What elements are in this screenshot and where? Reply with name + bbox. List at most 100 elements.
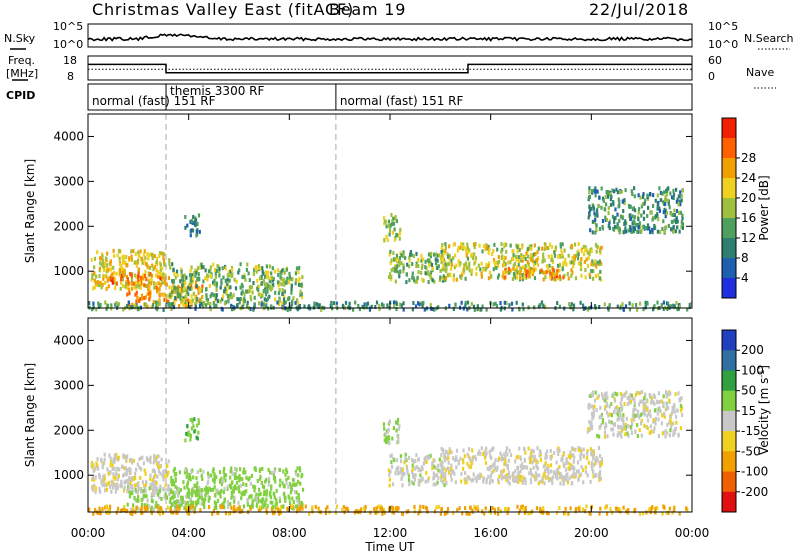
scatter-cell	[277, 507, 280, 512]
scatter-cell	[495, 266, 498, 270]
scatter-cell	[373, 507, 376, 511]
scatter-cell	[205, 293, 208, 298]
scatter-cell	[186, 298, 189, 303]
scatter-cell	[288, 501, 292, 505]
scatter-cell	[521, 245, 524, 250]
scatter-cell	[521, 504, 524, 509]
scatter-cell	[656, 300, 659, 305]
scatter-cell	[113, 457, 116, 462]
scatter-cell	[100, 256, 103, 261]
scatter-cell	[183, 273, 186, 278]
scatter-cell	[480, 271, 483, 276]
scatter-cell	[190, 501, 193, 506]
scatter-cell	[652, 204, 655, 208]
scatter-cell	[134, 487, 137, 492]
scatter-cell	[614, 216, 617, 220]
scatter-cell	[630, 393, 633, 398]
scatter-cell	[673, 410, 676, 414]
scatter-cell	[555, 472, 558, 477]
scatter-cell	[242, 492, 245, 497]
cpid-segment-label: normal (fast) 151 RF	[340, 94, 464, 108]
scatter-cell	[299, 292, 302, 297]
scatter-cell	[392, 267, 395, 271]
scatter-cell	[606, 434, 609, 439]
scatter-cell	[612, 432, 615, 437]
scatter-cell	[382, 303, 385, 308]
scatter-cell	[622, 209, 625, 213]
scatter-cell	[591, 219, 594, 224]
scatter-cell	[227, 270, 230, 275]
scatter-cell	[676, 197, 679, 202]
scatter-cell	[129, 485, 133, 490]
scatter-cell	[473, 261, 476, 266]
scatter-cell	[656, 229, 659, 234]
scatter-cell	[592, 269, 595, 274]
scatter-cell	[554, 277, 557, 282]
scatter-cell	[670, 411, 673, 416]
scatter-cell	[106, 278, 109, 283]
scatter-cell	[184, 299, 187, 304]
scatter-cell	[470, 461, 473, 465]
scatter-cell	[454, 302, 457, 307]
scatter-cell	[615, 225, 619, 230]
scatter-cell	[412, 254, 415, 259]
scatter-cell	[479, 267, 482, 272]
scatter-cell	[540, 246, 544, 251]
scatter-cell	[162, 293, 165, 298]
scatter-cell	[450, 466, 453, 471]
scatter-cell	[102, 474, 105, 479]
scatter-cell	[189, 437, 192, 442]
scatter-cell	[588, 194, 591, 199]
scatter-cell	[102, 258, 105, 263]
scatter-cell	[199, 297, 202, 302]
scatter-cell	[604, 215, 607, 220]
scatter-cell	[264, 274, 267, 279]
scatter-cell	[646, 226, 649, 231]
scatter-cell	[619, 425, 623, 430]
scatter-cell	[200, 262, 203, 267]
scatter-cell	[521, 273, 524, 278]
scatter-cell	[225, 282, 228, 287]
scatter-cell	[191, 488, 194, 493]
scatter-cell	[639, 224, 642, 229]
scatter-cell	[274, 297, 277, 302]
scatter-cell	[630, 418, 633, 423]
scatter-cell	[210, 488, 213, 492]
scatter-cell	[465, 249, 468, 254]
scatter-cell	[681, 216, 684, 221]
scatter-cell	[594, 458, 597, 463]
scatter-cell	[652, 393, 655, 398]
scatter-cell	[174, 478, 177, 483]
time-tick-label: 00:00	[675, 526, 710, 540]
scatter-cell	[468, 268, 471, 273]
scatter-cell	[143, 503, 146, 508]
scatter-cell	[144, 489, 147, 494]
scatter-cell	[429, 254, 432, 259]
scatter-cell	[227, 286, 230, 290]
scatter-cell	[245, 267, 248, 272]
scatter-cell	[119, 483, 122, 488]
scatter-cell	[171, 285, 174, 290]
scatter-cell	[297, 479, 300, 484]
scatter-cell	[438, 278, 441, 282]
scatter-cell	[430, 276, 433, 281]
scatter-cell	[440, 245, 443, 250]
scatter-cell	[427, 280, 430, 284]
scatter-cell	[126, 304, 129, 309]
scatter-cell	[101, 507, 104, 511]
scatter-cell	[260, 506, 263, 510]
scatter-cell	[114, 489, 117, 494]
scatter-cell	[485, 307, 488, 312]
scatter-cell	[162, 486, 165, 491]
scatter-cell	[559, 244, 562, 249]
scatter-cell	[389, 469, 392, 474]
scatter-cell	[189, 505, 192, 510]
scatter-cell	[536, 459, 539, 464]
scatter-cell	[96, 457, 99, 462]
scatter-cell	[94, 281, 97, 286]
scatter-cell	[559, 472, 562, 476]
scatter-region	[586, 390, 684, 439]
scatter-cell	[161, 251, 164, 256]
scatter-cell	[88, 301, 91, 305]
scatter-cell	[629, 216, 632, 221]
